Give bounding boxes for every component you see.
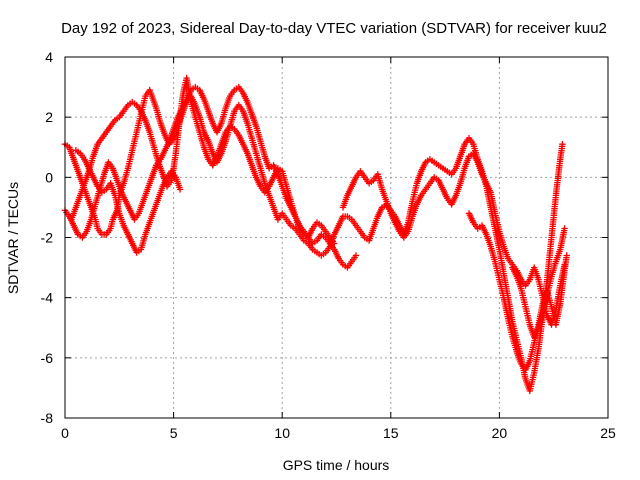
x-tick-label: 15 <box>383 425 399 441</box>
data-points <box>61 74 570 395</box>
x-tick-label: 0 <box>61 425 69 441</box>
data-point <box>331 240 338 247</box>
y-tick-label: -2 <box>41 230 54 246</box>
y-tick-label: -4 <box>41 290 54 306</box>
chart-title: Day 192 of 2023, Sidereal Day-to-day VTE… <box>61 20 607 37</box>
y-tick-label: -6 <box>41 350 54 366</box>
data-point <box>352 252 360 259</box>
axis-ticks: 0 5 10 15 20 25 -8 -6 -4 -2 0 2 4 <box>41 49 616 441</box>
y-tick-label: -8 <box>41 410 54 426</box>
x-tick-label: 10 <box>274 425 290 441</box>
x-tick-label: 20 <box>492 425 508 441</box>
x-axis-label: GPS time / hours <box>283 457 390 473</box>
grid-lines <box>65 57 608 418</box>
x-tick-label: 25 <box>600 425 616 441</box>
data-point <box>561 225 568 232</box>
x-tick-label: 5 <box>170 425 178 441</box>
data-point <box>176 186 184 193</box>
y-tick-label: 4 <box>45 49 53 65</box>
y-tick-label: 2 <box>45 109 53 125</box>
data-point <box>559 141 566 148</box>
y-axis-label: SDTVAR / TECUs <box>5 182 21 294</box>
y-tick-label: 0 <box>45 169 53 185</box>
data-point <box>563 252 570 259</box>
